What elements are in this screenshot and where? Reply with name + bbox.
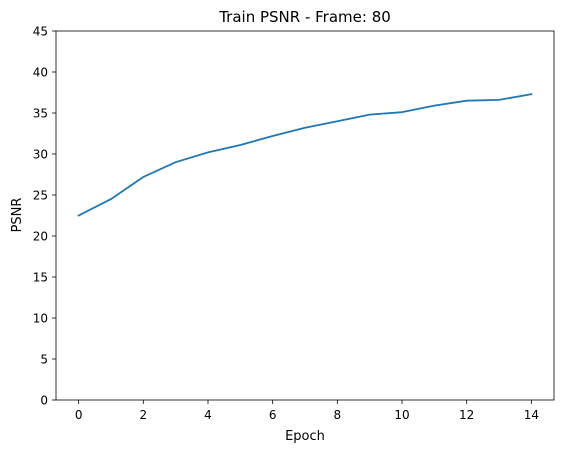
y-tick-label: 45 [33,25,48,39]
axes-frame [56,31,554,400]
x-tick-label: 0 [75,408,83,422]
chart-title: Train PSNR - Frame: 80 [218,8,391,26]
y-tick-label: 40 [33,66,48,80]
x-axis-label: Epoch [285,429,325,444]
y-tick-label: 25 [33,189,48,203]
y-tick-label: 15 [33,271,48,285]
x-tick-label: 6 [269,408,277,422]
series-line [79,94,532,215]
x-tick-label: 2 [139,408,147,422]
x-tick-label: 14 [524,408,539,422]
y-tick-label: 10 [33,312,48,326]
x-tick-label: 12 [459,408,474,422]
y-axis-label: PSNR [10,198,25,233]
plot-area: 0 2 4 6 8 10 12 14 0 5 10 15 20 25 30 35 40 45 [33,25,554,423]
y-tick-label: 35 [33,107,48,121]
x-tick-label: 8 [334,408,342,422]
x-tick-label: 4 [204,408,212,422]
y-tick-label: 30 [33,148,48,162]
y-tick-label: 20 [33,230,48,244]
y-tick-label: 5 [40,353,48,367]
y-tick-label: 0 [40,394,48,408]
x-tick-label: 10 [394,408,409,422]
